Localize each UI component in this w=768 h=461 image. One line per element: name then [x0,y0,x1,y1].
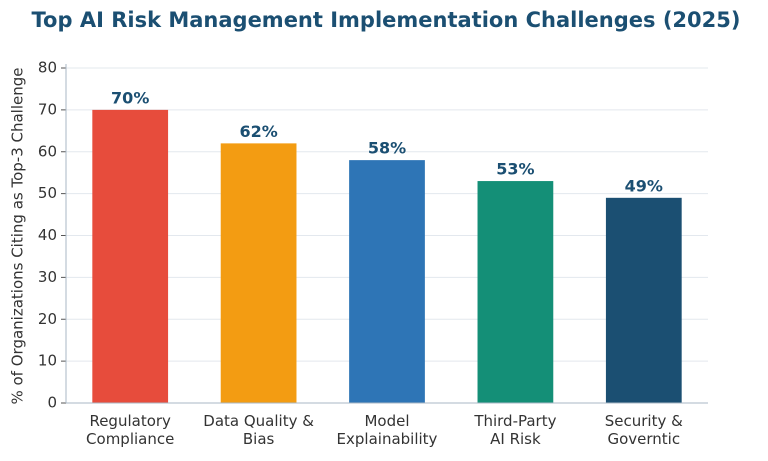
bar [477,181,554,403]
y-tick-label: 60 [38,142,57,160]
x-tick-label: Third-Party AI Risk [473,412,556,448]
y-tick-label: 20 [38,310,57,328]
x-tick-label: Data Quality & Bias [203,412,314,448]
bar [605,197,682,403]
y-tick-label: 70 [38,100,57,118]
value-label: 70% [111,88,149,107]
value-label: 49% [625,176,663,195]
value-label: 58% [368,139,406,158]
y-tick-label: 50 [38,184,57,202]
y-tick-label: 80 [38,59,57,77]
x-tick-label: Security & Governtic [605,412,683,448]
y-tick-label: 30 [38,268,57,286]
y-tick-label: 40 [38,226,57,244]
value-label: 53% [496,160,534,179]
x-tick-label: Regulatory Compliance [86,412,174,448]
y-axis-label: % of Organizations Citing as Top-3 Chall… [9,67,27,404]
bar [92,109,169,403]
bar [220,143,297,403]
x-tick-label: Model Explainability [337,412,438,448]
bar [349,160,425,403]
value-label: 62% [239,122,277,141]
y-tick-label: 0 [47,394,57,412]
y-tick-label: 10 [38,352,57,370]
chart-title: Top AI Risk Management Implementation Ch… [32,8,741,32]
